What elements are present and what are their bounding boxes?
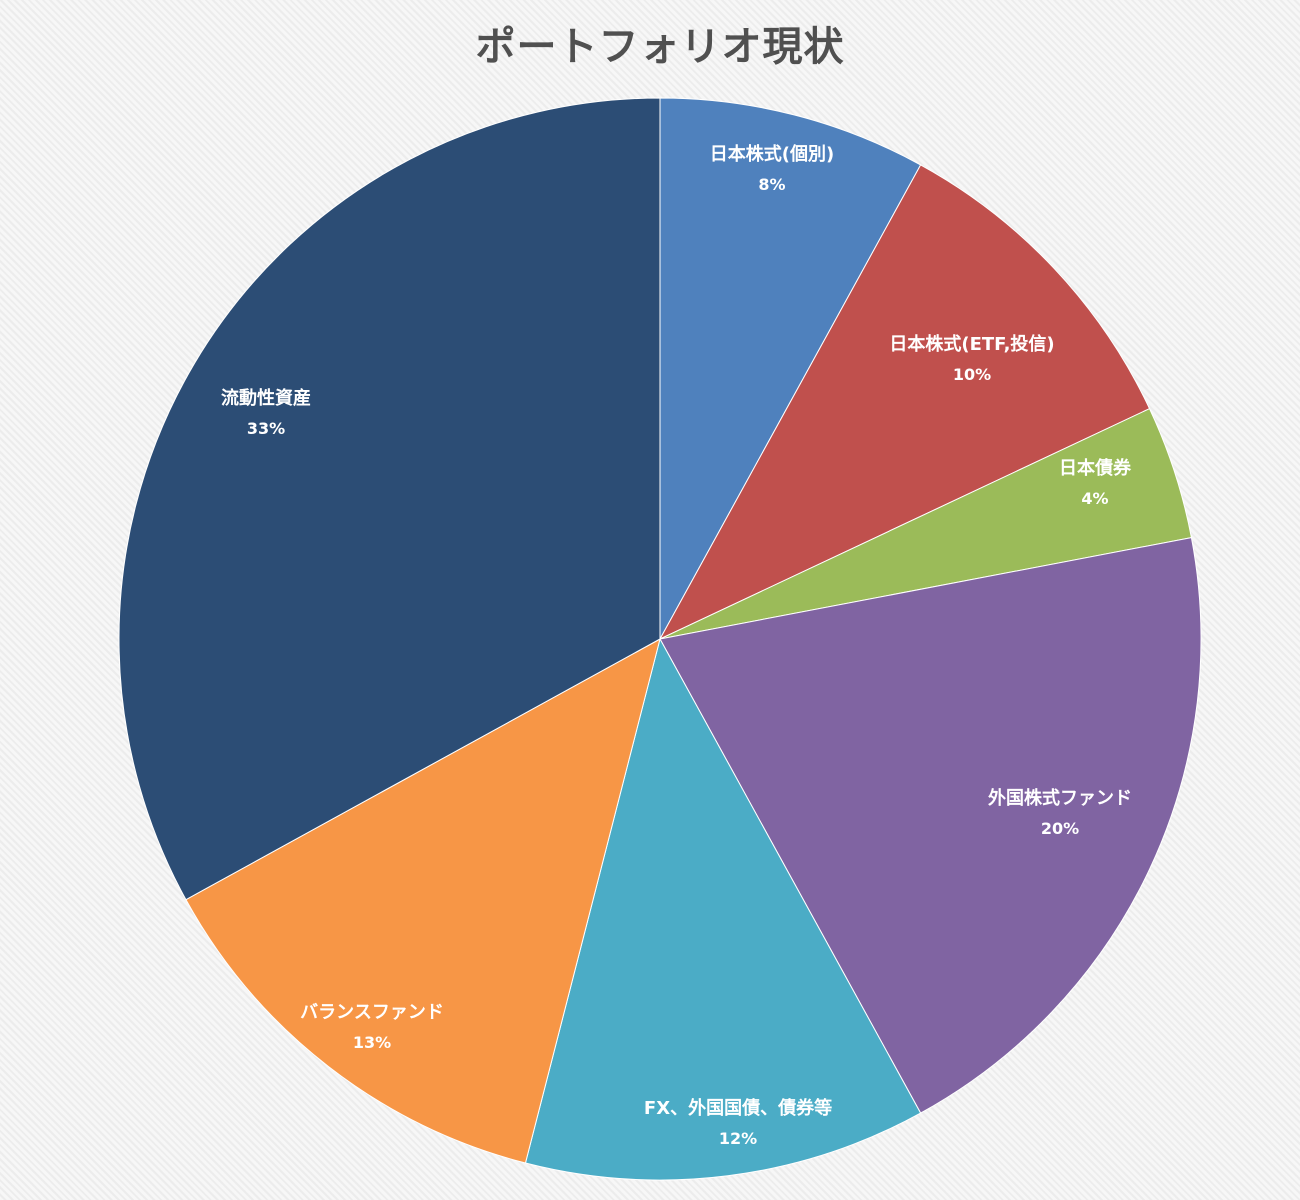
pie-slice — [118, 97, 661, 901]
slice-category-label: 日本株式(ETF,投信) — [889, 334, 1055, 355]
slice-category-label: 外国株式ファンド — [988, 788, 1132, 809]
slice-data-label: 日本債券 4% — [1059, 454, 1131, 514]
slice-category-label: 日本株式(個別) — [709, 144, 835, 165]
slice-percent-label: 8% — [758, 175, 786, 194]
slice-category-label: バランスファンド — [300, 1002, 444, 1023]
slice-data-label: 日本株式(ETF,投信) 10% — [889, 330, 1054, 390]
slice-percent-label: 12% — [718, 1129, 758, 1148]
slice-data-label: 外国株式ファンド 20% — [988, 784, 1132, 844]
slice-percent-label: 13% — [352, 1033, 392, 1052]
pie-slice — [524, 637, 922, 1181]
chart-title: ポートフォリオ現状 — [475, 24, 845, 70]
slice-category-label: 流動性資産 — [221, 388, 311, 409]
slice-data-label: 日本株式(個別) 8% — [710, 140, 834, 200]
slice-data-label: FX、外国国債、債券等 12% — [644, 1094, 832, 1154]
slice-percent-label: 33% — [246, 419, 286, 438]
pie-slice — [659, 97, 922, 640]
pie-slice — [658, 164, 1151, 641]
slice-percent-label: 10% — [952, 365, 992, 384]
slice-percent-label: 4% — [1081, 489, 1109, 508]
slice-category-label: 日本債券 — [1059, 458, 1131, 479]
slice-data-label: 流動性資産 33% — [221, 384, 311, 444]
pie-slice — [185, 638, 661, 1164]
slice-percent-label: 20% — [1040, 819, 1080, 838]
slice-category-label: FX、外国国債、債券等 — [643, 1098, 833, 1119]
slice-data-label: バランスファンド 13% — [300, 998, 444, 1058]
pie-slice — [659, 537, 1202, 1114]
